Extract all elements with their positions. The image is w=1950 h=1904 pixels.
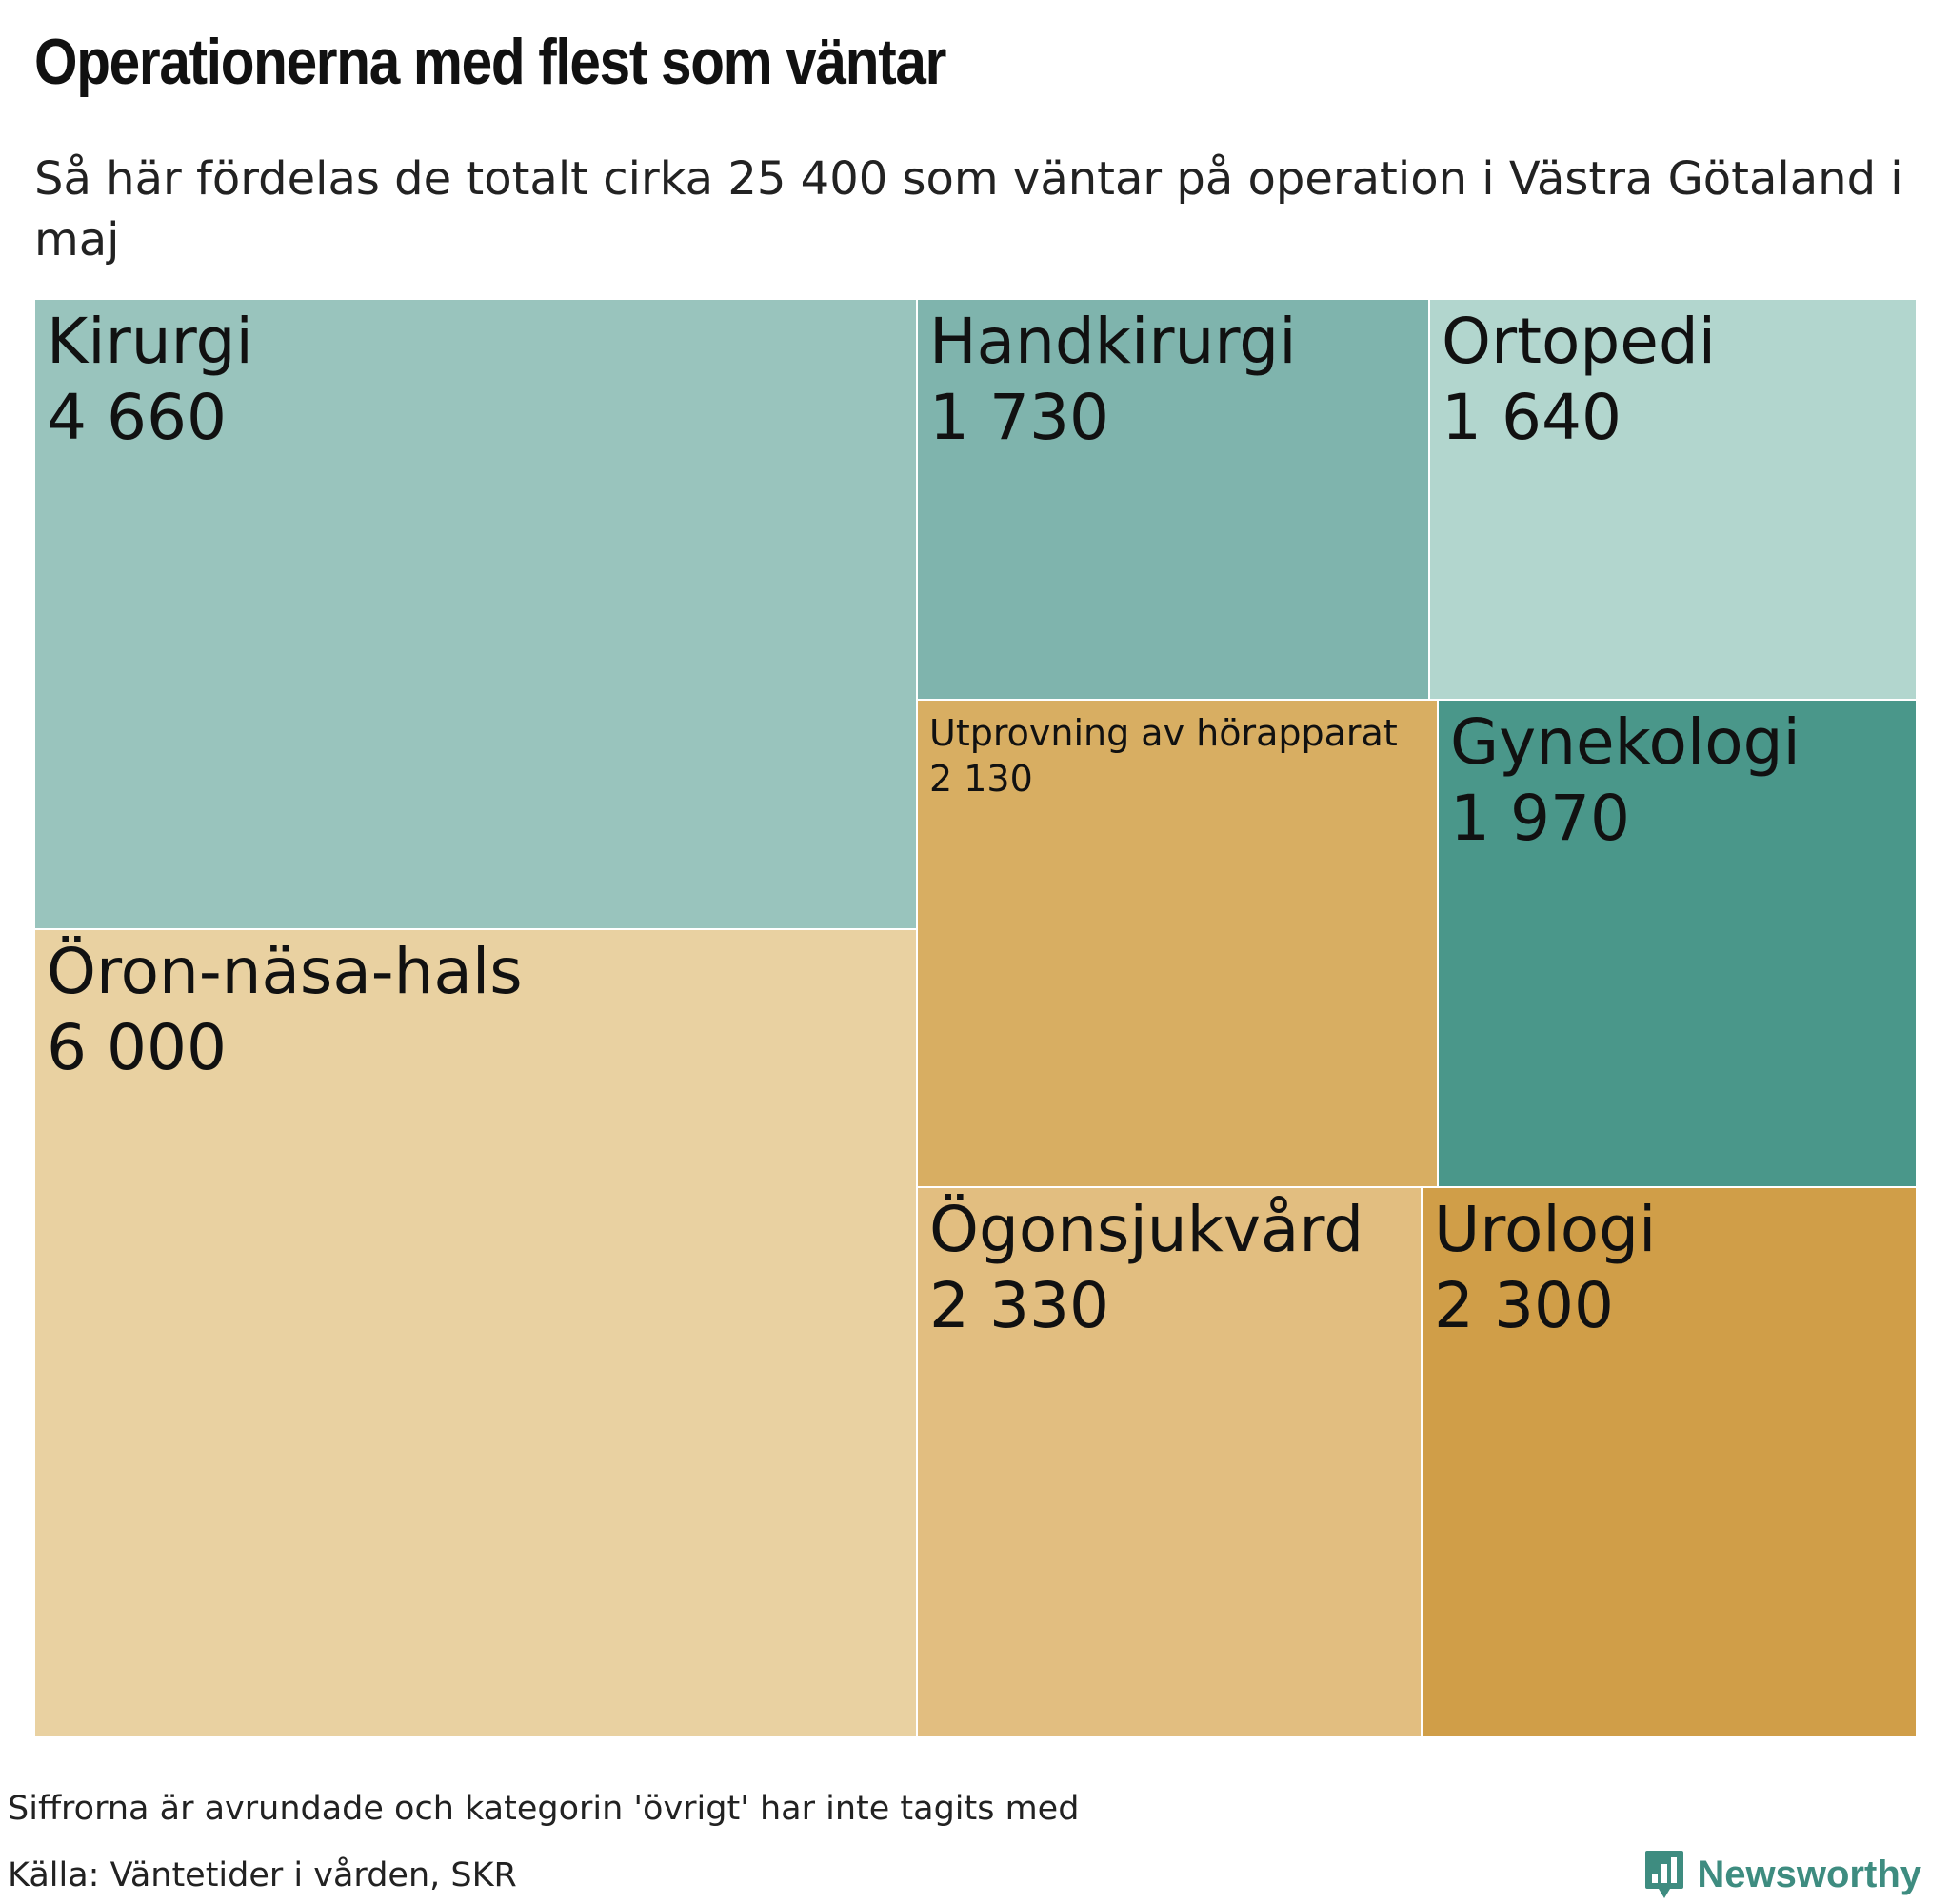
tile-label: Gynekologi (1450, 705, 1801, 779)
treemap: Kirurgi 4 660 Öron-näsa-hals 6 000 Handkirur… (34, 299, 1917, 1737)
tile-label: Handkirurgi (929, 305, 1297, 378)
brand-name: Newsworthy (1697, 1853, 1921, 1895)
tile-value: 2 300 (1434, 1269, 1614, 1342)
brand-logo: Newsworthy (1643, 1849, 1921, 1900)
chart-subtitle: Så här fördelas de totalt cirka 25 400 s… (34, 152, 1903, 267)
tile-value: 4 660 (47, 381, 227, 454)
tile-label: Öron-näsa-hals (47, 935, 523, 1008)
tile-gynekologi: Gynekologi 1 970 (1438, 700, 1917, 1187)
tile-oron-nasa-hals: Öron-näsa-hals 6 000 (34, 929, 917, 1737)
tile-value: 1 730 (929, 381, 1109, 454)
tile-value: 1 640 (1442, 381, 1622, 454)
tile-label: Ortopedi (1442, 305, 1717, 378)
tile-value: 2 130 (929, 758, 1033, 800)
source-credit: Källa: Väntetider i vården, SKR (8, 1856, 517, 1894)
tile-value: 6 000 (47, 1011, 227, 1084)
tile-ogonsjukvard: Ögonsjukvård 2 330 (917, 1187, 1422, 1737)
bar-chart-icon (1645, 1851, 1684, 1898)
tile-urologi: Urologi 2 300 (1422, 1187, 1917, 1737)
tile-label: Urologi (1434, 1193, 1657, 1266)
tile-value: 1 970 (1450, 782, 1630, 855)
tile-label: Ögonsjukvård (929, 1193, 1364, 1266)
tile-ortopedi: Ortopedi 1 640 (1429, 299, 1917, 700)
chart-title: Operationerna med flest som väntar (34, 26, 946, 98)
tile-utprovning-av-horapparat: Utprovning av hörapparat 2 130 (917, 700, 1438, 1187)
tile-label: Utprovning av hörapparat (929, 712, 1398, 754)
tile-value: 2 330 (929, 1269, 1109, 1342)
tile-handkirurgi: Handkirurgi 1 730 (917, 299, 1429, 700)
tile-label: Kirurgi (47, 305, 253, 378)
tile-kirurgi: Kirurgi 4 660 (34, 299, 917, 929)
footnote: Siffrorna är avrundade och kategorin 'öv… (8, 1790, 1080, 1828)
